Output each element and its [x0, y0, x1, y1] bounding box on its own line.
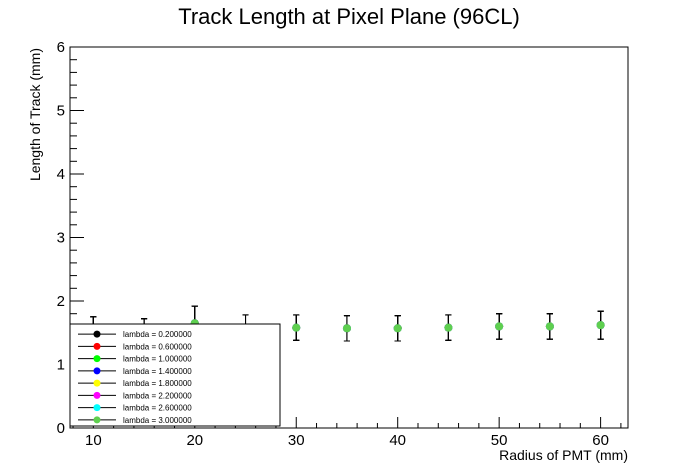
- legend-label: lambda = 3.000000: [123, 416, 192, 425]
- y-tick-label: 2: [57, 293, 65, 310]
- legend-marker: [93, 379, 101, 387]
- y-tick-label: 6: [57, 39, 65, 56]
- legend-marker: [93, 391, 101, 399]
- x-tick-label: 20: [186, 432, 203, 449]
- legend-marker: [93, 330, 101, 338]
- legend-marker: [93, 404, 101, 412]
- legend-label: lambda = 0.200000: [123, 330, 192, 339]
- legend-label: lambda = 1.800000: [123, 379, 192, 388]
- x-axis-label: Radius of PMT (mm): [499, 447, 628, 463]
- legend-marker: [93, 342, 101, 350]
- data-point: [444, 323, 453, 332]
- x-tick-label: 30: [288, 432, 305, 449]
- legend-marker: [93, 367, 101, 375]
- legend-label: lambda = 2.200000: [123, 391, 192, 400]
- y-tick-label: 4: [57, 166, 65, 183]
- y-tick-label: 0: [57, 420, 65, 437]
- data-point: [292, 323, 301, 332]
- legend-marker: [93, 355, 101, 363]
- y-axis-label: Length of Track (mm): [27, 48, 43, 181]
- x-tick-label: 10: [85, 432, 102, 449]
- y-tick-label: 3: [57, 230, 65, 247]
- data-point: [545, 322, 554, 331]
- chart-title: Track Length at Pixel Plane (96CL): [178, 4, 520, 29]
- data-point: [393, 324, 402, 333]
- legend-label: lambda = 2.600000: [123, 404, 192, 413]
- x-tick-label: 50: [491, 432, 508, 449]
- legend: lambda = 0.200000 lambda = 0.600000 lambda…: [69, 323, 281, 427]
- legend-label: lambda = 1.000000: [123, 355, 192, 364]
- legend-label: lambda = 0.600000: [123, 342, 192, 351]
- legend-marker: [93, 416, 101, 424]
- x-tick-label: 60: [592, 432, 609, 449]
- y-tick-label: 5: [57, 103, 65, 120]
- data-point: [342, 324, 351, 333]
- legend-box: [69, 323, 281, 427]
- y-tick-label: 1: [57, 357, 65, 374]
- x-tick-label: 40: [389, 432, 406, 449]
- data-point: [596, 321, 605, 330]
- data-point: [495, 322, 504, 331]
- legend-label: lambda = 1.400000: [123, 367, 192, 376]
